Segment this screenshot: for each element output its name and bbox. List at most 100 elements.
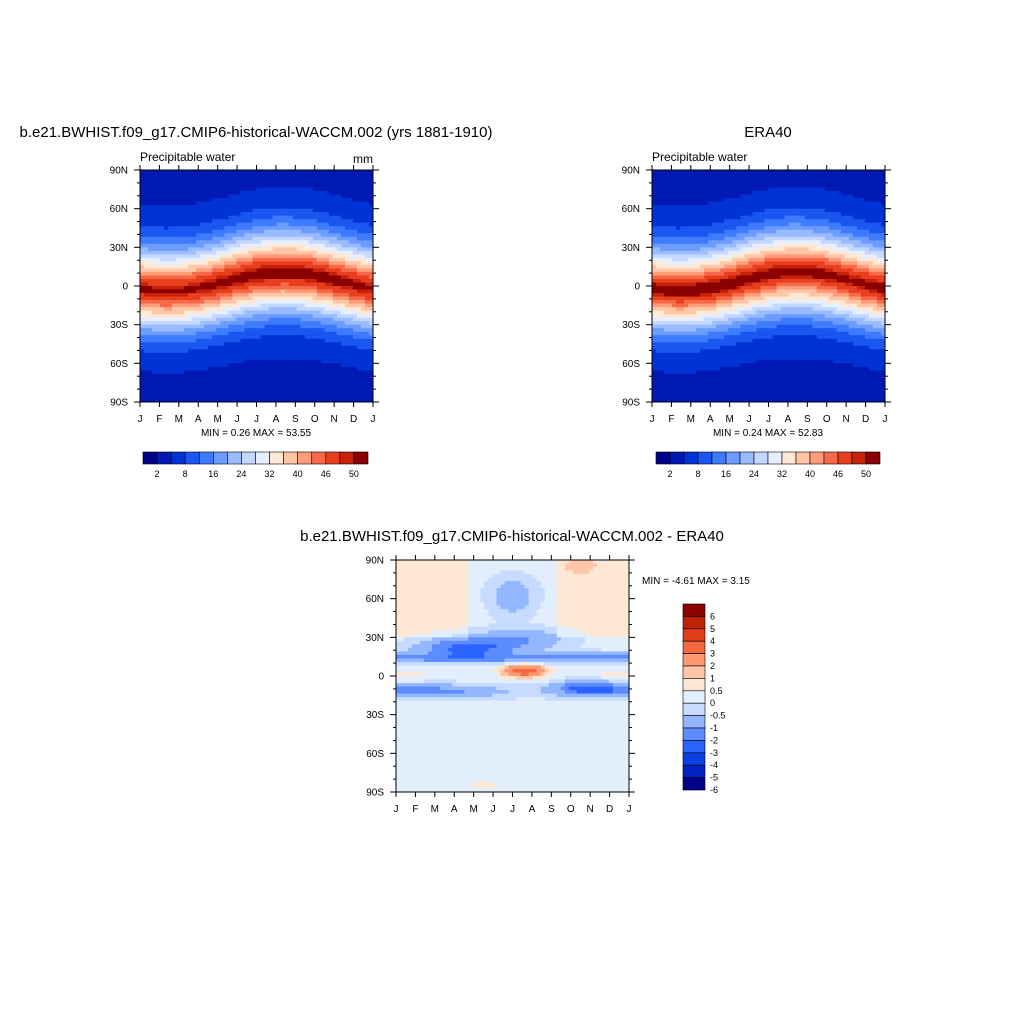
heatmap-cell (200, 345, 205, 350)
heatmap-cell (204, 363, 209, 368)
heatmap-cell (756, 205, 762, 210)
heatmap-cell (360, 194, 366, 199)
heatmap-cell (776, 226, 782, 231)
heatmap-cell (216, 394, 221, 400)
heatmap-cell (188, 356, 193, 361)
heatmap-cell (764, 219, 770, 224)
heatmap-cell (840, 212, 846, 217)
heatmap-cell (188, 201, 193, 206)
heatmap-cell (364, 328, 370, 333)
heatmap-cell (356, 191, 362, 196)
heatmap-cell (328, 243, 334, 248)
heatmap-cell (800, 222, 806, 227)
heatmap-cell (356, 296, 362, 301)
heatmap-cell (172, 194, 177, 199)
heatmap-cell (184, 177, 189, 182)
heatmap-cell (228, 384, 233, 389)
heatmap-cell (704, 212, 709, 217)
heatmap-cell (248, 384, 254, 389)
heatmap-cell (220, 384, 225, 389)
heatmap-cell (240, 201, 246, 206)
heatmap-cell (160, 359, 165, 364)
heatmap-cell (272, 247, 278, 252)
heatmap-cell (656, 184, 661, 189)
heatmap-cell (192, 331, 197, 336)
heatmap-cell (796, 191, 802, 196)
heatmap-cell (252, 300, 258, 305)
heatmap-cell (336, 271, 342, 277)
heatmap-cell (744, 170, 750, 175)
heatmap-cell (356, 229, 362, 234)
heatmap-cell (272, 215, 278, 220)
heatmap-cell (164, 184, 169, 189)
heatmap-cell (352, 391, 358, 396)
heatmap-cell (160, 363, 165, 368)
heatmap-cell (336, 173, 342, 178)
heatmap-cell (216, 282, 221, 287)
heatmap-cell (364, 314, 370, 319)
heatmap-cell (860, 177, 866, 182)
heatmap-cell (216, 317, 221, 322)
heatmap-cell (148, 391, 153, 396)
heatmap-cell (196, 391, 201, 396)
heatmap-cell (160, 250, 165, 255)
heatmap-cell (352, 240, 358, 245)
heatmap-cell (144, 240, 149, 245)
heatmap-cell (284, 215, 290, 220)
heatmap-cell (708, 201, 713, 206)
heatmap-cell (268, 391, 274, 396)
heatmap-cell (208, 398, 213, 402)
heatmap-cell (140, 233, 145, 238)
heatmap-cell (828, 198, 834, 203)
heatmap-cell (284, 384, 290, 389)
heatmap-cell (352, 261, 358, 266)
heatmap-cell (260, 191, 266, 196)
heatmap-cell (256, 243, 262, 248)
heatmap-cell (232, 370, 238, 375)
heatmap-cell (340, 310, 346, 315)
heatmap-cell (328, 377, 334, 382)
heatmap-cell (292, 240, 298, 245)
heatmap-cell (752, 219, 758, 224)
heatmap-cell (180, 342, 185, 347)
heatmap-cell (676, 173, 681, 178)
heatmap-cell (244, 321, 250, 326)
heatmap-cell (284, 356, 290, 361)
heatmap-cell (292, 349, 298, 354)
heatmap-cell (172, 177, 177, 182)
heatmap-cell (236, 278, 242, 284)
heatmap-cell (780, 187, 786, 192)
heatmap-cell (184, 356, 189, 361)
heatmap-cell (188, 303, 193, 308)
heatmap-cell (304, 268, 310, 273)
heatmap-cell (148, 352, 153, 357)
heatmap-cell (812, 170, 818, 175)
heatmap-cell (740, 219, 745, 224)
heatmap-cell (212, 275, 217, 280)
heatmap-cell (732, 215, 737, 220)
heatmap-cell (772, 191, 778, 196)
heatmap-cell (212, 321, 217, 326)
heatmap-cell (368, 194, 373, 199)
heatmap-cell (192, 170, 197, 175)
heatmap-cell (720, 212, 725, 217)
heatmap-cell (328, 303, 334, 308)
heatmap-cell (824, 212, 830, 217)
heatmap-cell (728, 212, 733, 217)
heatmap-cell (796, 212, 802, 217)
heatmap-cell (796, 194, 802, 199)
heatmap-cell (308, 363, 314, 368)
heatmap-cell (336, 293, 342, 298)
heatmap-cell (340, 240, 346, 245)
heatmap-cell (296, 321, 302, 326)
heatmap-cell (752, 226, 758, 231)
heatmap-cell (344, 307, 350, 312)
heatmap-cell (168, 349, 173, 354)
heatmap-cell (324, 187, 330, 192)
heatmap-cell (308, 349, 314, 354)
heatmap-cell (336, 352, 342, 357)
heatmap-cell (320, 317, 326, 322)
heatmap-cell (276, 278, 282, 284)
heatmap-cell (840, 184, 846, 189)
heatmap-cell (316, 233, 322, 238)
